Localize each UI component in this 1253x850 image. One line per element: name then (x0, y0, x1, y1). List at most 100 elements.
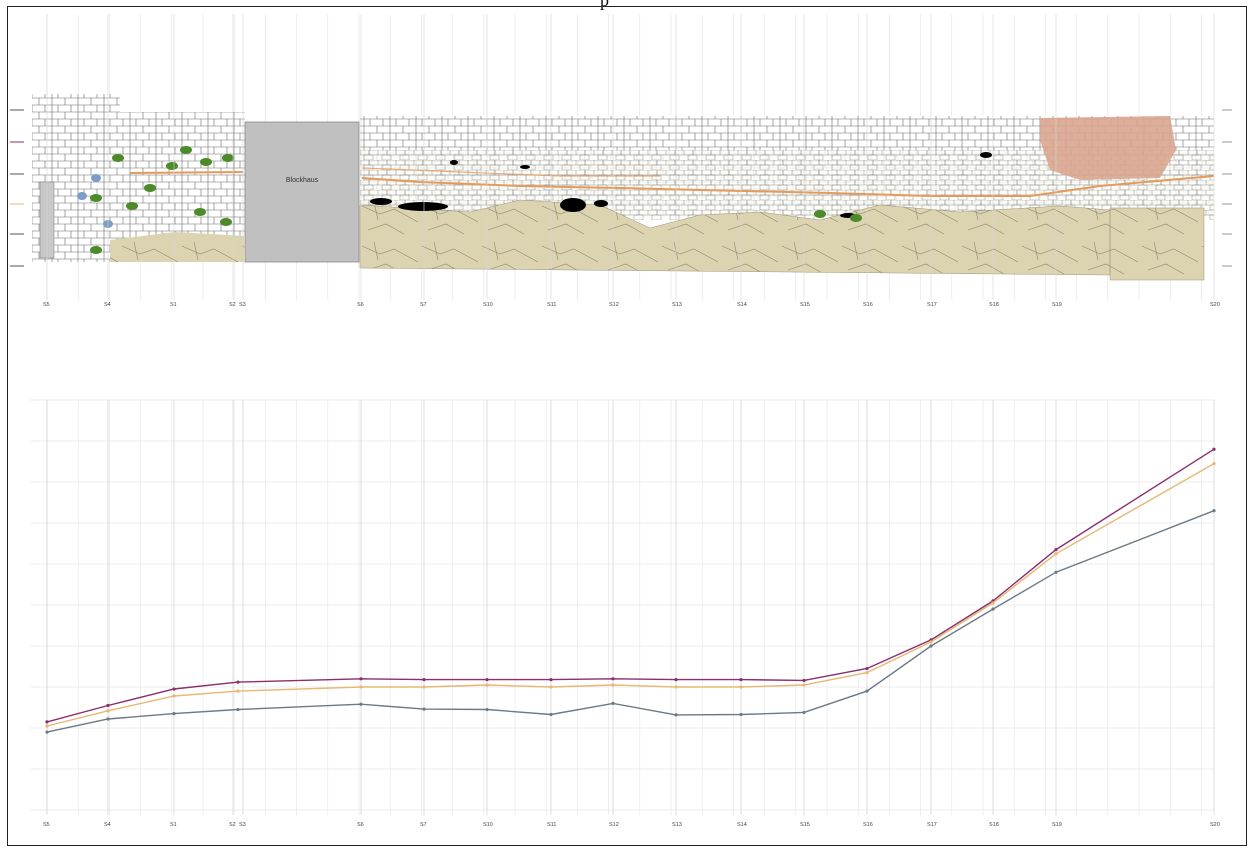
series-point (674, 713, 678, 717)
station-label-top: S3 (239, 302, 246, 308)
series-point (549, 685, 553, 689)
station-label-top: S16 (863, 302, 873, 308)
series-point (865, 666, 869, 671)
series-point (1212, 461, 1216, 466)
blockhaus (244, 121, 360, 263)
line-chart: S5 S4 S1 S2 S3 S6 S7 S10 S11 S12 S13 S14 S15 S16 S17 S1… (30, 399, 1220, 828)
series-point (422, 678, 426, 682)
series-point (1054, 552, 1058, 556)
void (980, 152, 992, 158)
series-line-2 (46, 510, 1215, 733)
ground-left (110, 232, 245, 262)
series-point (865, 689, 869, 693)
moss-patch (200, 158, 212, 166)
series-point (1054, 548, 1058, 552)
station-label-bottom: S3 (239, 822, 246, 828)
station-label-top: S2 (229, 302, 236, 308)
station-label-top: S10 (483, 302, 493, 308)
station-label-bottom: S6 (357, 822, 364, 828)
moss-patch (222, 154, 234, 162)
blue-patch (77, 192, 87, 200)
moss-patch (194, 208, 206, 216)
moss-patch (166, 162, 178, 170)
series-point (929, 640, 933, 644)
station-label-top: S17 (927, 302, 937, 308)
station-label-top: S12 (609, 302, 619, 308)
band-left (129, 171, 244, 174)
wall-left-top (32, 94, 120, 114)
void (594, 200, 608, 207)
station-label-bottom: S2 (229, 822, 236, 828)
void (398, 202, 448, 211)
moss-patch (814, 210, 826, 218)
station-label-top: S14 (737, 302, 747, 308)
series-point (106, 709, 110, 713)
series-point (422, 685, 426, 689)
series-point (674, 678, 678, 682)
wall-elevation: Blockhaus S5 S4 S1 S2 S3 S6 S7 S10 S11 S12 S13 S14 S1… (10, 14, 1232, 308)
station-label-bottom: S20 (1210, 822, 1220, 828)
series-point (485, 678, 489, 682)
station-label-top: S19 (1052, 302, 1062, 308)
station-label-bottom: S1 (170, 822, 177, 828)
series-point (236, 707, 240, 712)
blockhaus-label: Blockhaus (286, 177, 319, 184)
series-point (485, 683, 489, 687)
series-point (611, 677, 615, 681)
station-label-bottom: S4 (104, 822, 111, 828)
series-point (172, 712, 176, 716)
series-point (802, 678, 806, 683)
series-point (739, 685, 743, 689)
series-point (611, 683, 615, 687)
band-right (361, 175, 1215, 197)
blue-patch (91, 174, 101, 182)
series-point (172, 694, 176, 698)
series-point (739, 712, 743, 717)
moss-patch (850, 214, 862, 222)
station-label-top: S13 (672, 302, 682, 308)
void (370, 198, 392, 205)
station-label-bottom: S19 (1052, 822, 1062, 828)
series-point (739, 678, 743, 682)
station-label-top: S6 (357, 302, 364, 308)
station-label-top: S1 (170, 302, 177, 308)
brick-patch (1040, 116, 1176, 180)
series-point (422, 707, 426, 711)
series-point (45, 724, 49, 728)
moss-patch (144, 184, 156, 192)
page-top-mark: p (600, 0, 609, 10)
series-line-0 (46, 448, 1215, 723)
series-point (172, 687, 176, 691)
series-point (802, 683, 806, 687)
series-point (991, 601, 995, 605)
series-point (611, 701, 615, 706)
station-label-bottom: S13 (672, 822, 682, 828)
station-label-bottom: S5 (43, 822, 50, 828)
series-point (549, 712, 553, 717)
moss-patch (112, 154, 124, 162)
station-label-top: S5 (43, 302, 50, 308)
station-label-bottom: S14 (737, 822, 747, 828)
series-point (1054, 570, 1058, 574)
series-point (359, 702, 363, 706)
moss-patch (220, 218, 232, 226)
station-label-bottom: S17 (927, 822, 937, 828)
series-point (674, 685, 678, 689)
series-point (1212, 447, 1216, 451)
station-label-top: S15 (800, 302, 810, 308)
series-point (106, 703, 110, 708)
series-point (359, 685, 363, 689)
series-point (802, 710, 806, 715)
series-point (359, 677, 363, 681)
station-label-bottom: S12 (609, 822, 619, 828)
series-point (865, 671, 869, 675)
series-point (991, 607, 995, 611)
band-upper (361, 167, 660, 177)
series-line-1 (46, 462, 1215, 727)
station-label-top: S4 (104, 302, 111, 308)
series-point (929, 644, 933, 648)
station-label-bottom: S11 (547, 822, 556, 828)
station-label-bottom: S18 (989, 822, 999, 828)
series-point (45, 720, 49, 724)
station-label-bottom: S10 (483, 822, 493, 828)
